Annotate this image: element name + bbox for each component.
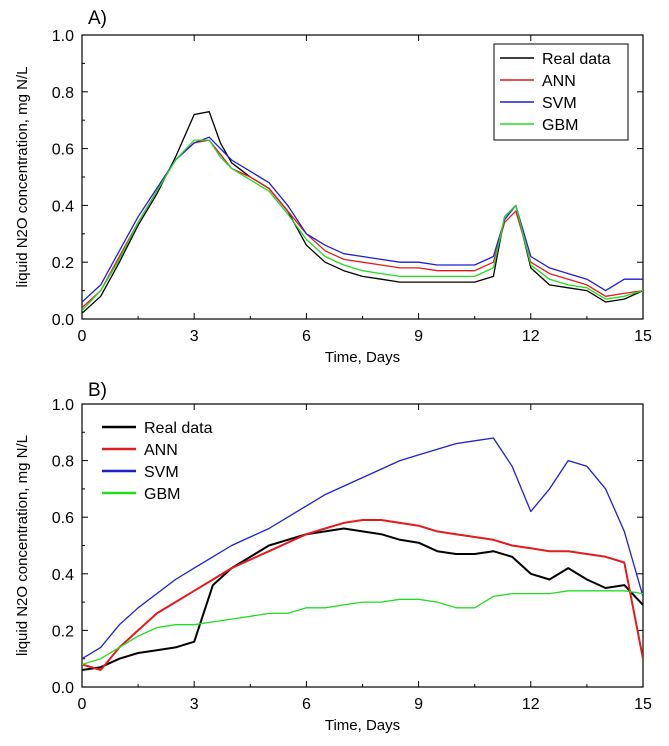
- y-tick-label: 1.0: [52, 28, 74, 45]
- panel-b: 0 3 6 9 12 15 0.0 0.2 0.4 0.6 0.8 1.0 Time, Days liqu…: [14, 380, 652, 734]
- x-tick-label: 15: [634, 696, 652, 713]
- legend-label: ANN: [144, 442, 178, 459]
- y-axis-title: liquid N2O concentration, mg N/L: [14, 67, 31, 288]
- panel-label: B): [88, 380, 107, 401]
- y-axis-title: liquid N2O concentration, mg N/L: [14, 435, 31, 656]
- series-line-gbm: [82, 590, 643, 666]
- y-tick-label: 0.0: [52, 680, 74, 697]
- x-tick-label: 12: [522, 696, 540, 713]
- panel-a: 0 3 6 9 12 15 0.0 0.2 0.4 0.6 0.8 1.0 Time, Days liqu…: [14, 8, 652, 366]
- legend-label: Real data: [542, 51, 611, 68]
- legend-label: GBM: [144, 486, 180, 503]
- series-line-real-data: [82, 111, 643, 314]
- series-line-svm: [82, 136, 643, 303]
- legend-label: GBM: [542, 117, 578, 134]
- legend-label: ANN: [542, 73, 576, 90]
- series-group: [82, 111, 643, 314]
- series-group: [82, 437, 643, 671]
- series-line-ann: [82, 519, 643, 671]
- legend-label: SVM: [542, 95, 577, 112]
- x-tick-label: 9: [414, 696, 423, 713]
- y-tick-label: 0.8: [52, 454, 74, 471]
- legend-label: Real data: [144, 420, 213, 437]
- y-tick-label: 0.8: [52, 85, 74, 102]
- x-tick-label: 6: [302, 696, 311, 713]
- series-line-gbm: [82, 139, 643, 311]
- x-tick-label: 9: [414, 328, 423, 345]
- y-tick-label: 0.4: [52, 567, 74, 584]
- series-line-svm: [82, 437, 643, 660]
- x-tick-label: 6: [302, 328, 311, 345]
- x-tick-label: 0: [78, 328, 87, 345]
- y-tick-label: 0.0: [52, 312, 74, 329]
- legend: Real data ANN SVM GBM: [493, 43, 629, 141]
- panel-label: A): [88, 8, 107, 29]
- legend-label: SVM: [144, 464, 179, 481]
- y-tick-label: 0.2: [52, 623, 74, 640]
- x-tick-label: 3: [190, 696, 199, 713]
- y-tick-label: 0.6: [52, 510, 74, 527]
- y-tick-label: 1.0: [52, 397, 74, 414]
- y-tick-label: 0.4: [52, 198, 74, 215]
- legend: Real data ANN SVM GBM: [102, 420, 213, 503]
- y-tick-label: 0.2: [52, 255, 74, 272]
- series-line-real-data: [82, 527, 643, 671]
- x-axis-title: Time, Days: [325, 717, 400, 734]
- x-tick-label: 3: [190, 328, 199, 345]
- y-tick-label: 0.6: [52, 142, 74, 159]
- x-axis-title: Time, Days: [325, 349, 400, 366]
- x-tick-label: 0: [78, 696, 87, 713]
- x-tick-label: 12: [522, 328, 540, 345]
- x-tick-label: 15: [634, 328, 652, 345]
